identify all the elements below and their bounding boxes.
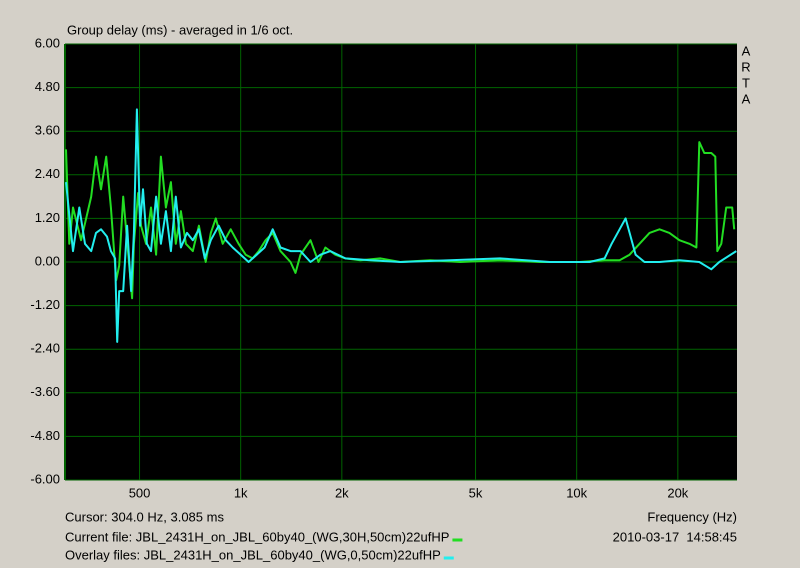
y-tick-label: -1.20 xyxy=(30,297,60,312)
y-tick-label: 2.40 xyxy=(35,166,60,181)
legend-entry: Overlay files: JBL_2431H_on_JBL_60by40_(… xyxy=(65,547,441,562)
y-tick-label: -4.80 xyxy=(30,428,60,443)
x-tick-label: 2k xyxy=(335,485,349,500)
x-tick-label: 500 xyxy=(129,485,151,500)
branding-letter: A xyxy=(742,43,751,58)
y-tick-label: 3.60 xyxy=(35,123,60,138)
y-tick-label: -2.40 xyxy=(30,341,60,356)
y-tick-label: 4.80 xyxy=(35,79,60,94)
x-tick-label: 20k xyxy=(667,485,688,500)
cursor-readout: Cursor: 304.0 Hz, 3.085 ms xyxy=(65,509,224,524)
y-tick-label: 0.00 xyxy=(35,253,60,268)
x-tick-label: 10k xyxy=(566,485,587,500)
timestamp: 2010-03-17 14:58:45 xyxy=(613,529,737,544)
chart-title: Group delay (ms) - averaged in 1/6 oct. xyxy=(67,22,293,37)
branding-letter: T xyxy=(742,75,750,90)
branding-letter: R xyxy=(741,59,750,74)
y-tick-label: -3.60 xyxy=(30,384,60,399)
y-tick-label: 6.00 xyxy=(35,35,60,50)
branding-letter: A xyxy=(742,91,751,106)
y-tick-label: -6.00 xyxy=(30,471,60,486)
x-tick-label: 1k xyxy=(234,485,248,500)
x-tick-label: 5k xyxy=(469,485,483,500)
legend-entry: Current file: JBL_2431H_on_JBL_60by40_(W… xyxy=(65,529,449,544)
x-axis-label: Frequency (Hz) xyxy=(647,509,737,524)
y-tick-label: 1.20 xyxy=(35,210,60,225)
series-line xyxy=(65,108,737,343)
